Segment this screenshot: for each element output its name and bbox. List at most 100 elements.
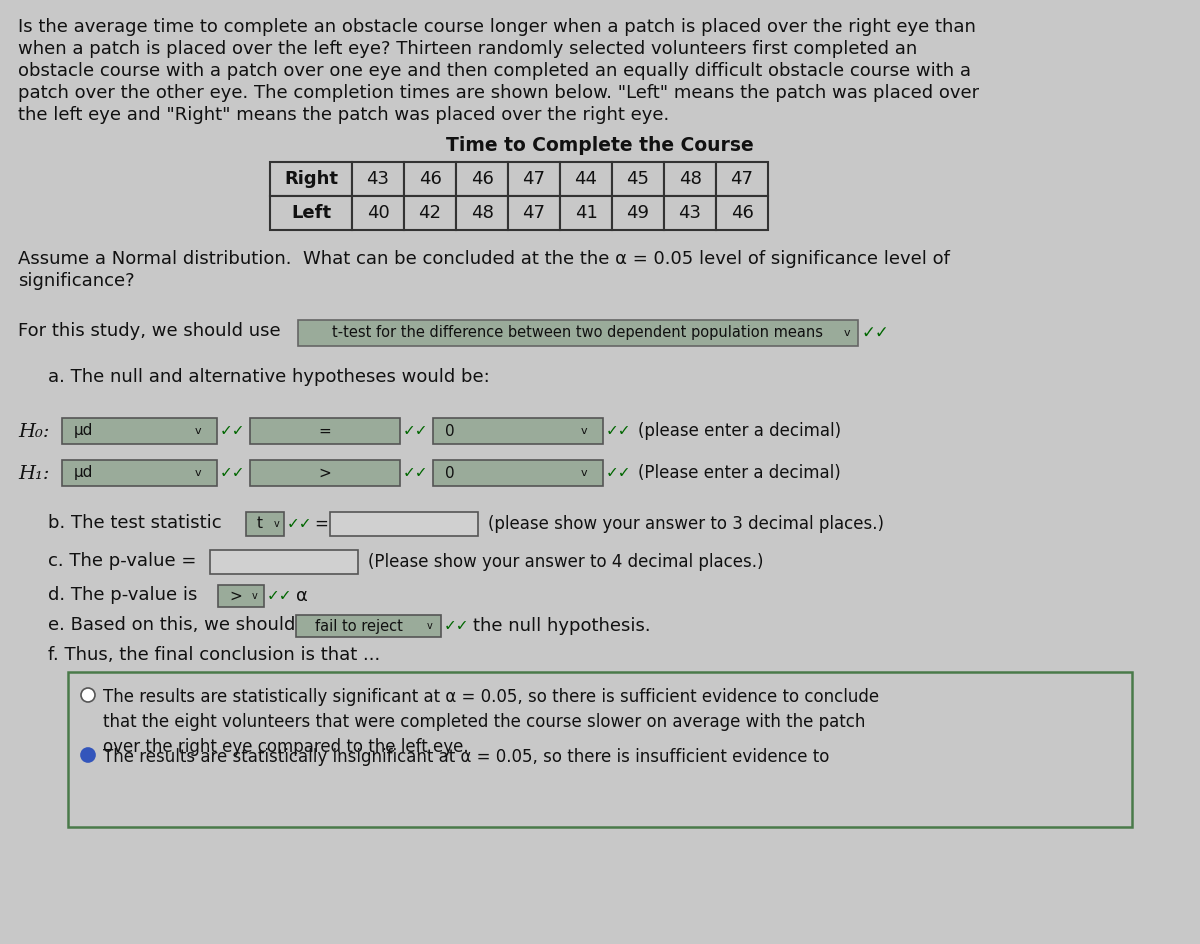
Text: b. The test statistic: b. The test statistic (48, 514, 222, 532)
Text: f. Thus, the final conclusion is that ...: f. Thus, the final conclusion is that ..… (48, 646, 380, 664)
Text: v: v (427, 621, 433, 631)
Text: Assume a Normal distribution.  What can be concluded at the the α = 0.05 level o: Assume a Normal distribution. What can b… (18, 250, 950, 268)
Text: 47: 47 (522, 170, 546, 188)
Text: H₀:: H₀: (18, 423, 49, 441)
Text: ✓✓: ✓✓ (862, 324, 889, 342)
Text: c. The p-value =: c. The p-value = (48, 552, 197, 570)
Text: (please show your answer to 3 decimal places.): (please show your answer to 3 decimal pl… (488, 515, 884, 533)
Text: ✓✓: ✓✓ (403, 424, 428, 439)
Text: patch over the other eye. The completion times are shown below. "Left" means the: patch over the other eye. The completion… (18, 84, 979, 102)
Bar (352, 162, 404, 196)
Circle shape (82, 688, 95, 702)
Bar (352, 196, 404, 230)
Text: The results are statistically significant at α = 0.05, so there is sufficient ev: The results are statistically significan… (103, 688, 880, 756)
Bar (270, 162, 352, 196)
Text: 0: 0 (445, 424, 455, 439)
Text: 47: 47 (731, 170, 754, 188)
Text: 46: 46 (419, 170, 442, 188)
Text: ✓✓: ✓✓ (403, 465, 428, 480)
Bar (210, 550, 358, 574)
Text: when a patch is placed over the left eye? Thirteen randomly selected volunteers : when a patch is placed over the left eye… (18, 40, 917, 58)
Text: (please enter a decimal): (please enter a decimal) (638, 422, 841, 440)
Bar (508, 196, 560, 230)
Text: v: v (844, 328, 851, 338)
Bar (330, 512, 478, 536)
Text: 45: 45 (626, 170, 649, 188)
Text: 40: 40 (367, 204, 389, 222)
Text: ✓✓: ✓✓ (606, 424, 631, 439)
Text: Right: Right (284, 170, 338, 188)
Text: 43: 43 (678, 204, 702, 222)
Text: ✓✓: ✓✓ (606, 465, 631, 480)
Text: =: = (319, 424, 331, 439)
Text: 0: 0 (445, 465, 455, 480)
Bar (716, 196, 768, 230)
Bar (508, 162, 560, 196)
Text: fail to reject: fail to reject (314, 618, 402, 633)
Text: 48: 48 (678, 170, 702, 188)
Text: H₁:: H₁: (18, 465, 49, 483)
Text: 41: 41 (575, 204, 598, 222)
Text: v: v (194, 426, 202, 436)
Text: d. The p-value is: d. The p-value is (48, 586, 197, 604)
Bar (612, 196, 664, 230)
Bar (270, 196, 352, 230)
Bar (250, 460, 400, 486)
Text: (Please show your answer to 4 decimal places.): (Please show your answer to 4 decimal pl… (368, 553, 763, 571)
Bar (298, 320, 858, 346)
Bar (62, 418, 217, 444)
Text: obstacle course with a patch over one eye and then completed an equally difficul: obstacle course with a patch over one ey… (18, 62, 971, 80)
Bar (296, 615, 442, 637)
Text: Is the average time to complete an obstacle course longer when a patch is placed: Is the average time to complete an obsta… (18, 18, 976, 36)
Text: α: α (296, 587, 308, 605)
Text: v: v (252, 591, 258, 601)
Bar (664, 162, 716, 196)
Bar (218, 585, 264, 607)
Text: ✓✓: ✓✓ (220, 465, 246, 480)
Text: For this study, we should use: For this study, we should use (18, 322, 281, 340)
Bar (433, 460, 604, 486)
Text: Time to Complete the Course: Time to Complete the Course (446, 136, 754, 155)
Text: >: > (229, 588, 242, 603)
Text: the left eye and "Right" means the patch was placed over the right eye.: the left eye and "Right" means the patch… (18, 106, 670, 124)
Text: >: > (319, 465, 331, 480)
Text: ✓✓: ✓✓ (287, 516, 312, 531)
Text: (Please enter a decimal): (Please enter a decimal) (638, 464, 841, 482)
Text: 44: 44 (575, 170, 598, 188)
Bar (68, 672, 1132, 827)
Text: the null hypothesis.: the null hypothesis. (473, 617, 650, 635)
Text: 46: 46 (470, 170, 493, 188)
Text: 48: 48 (470, 204, 493, 222)
Bar (612, 162, 664, 196)
Text: =: = (314, 515, 328, 533)
Bar (664, 196, 716, 230)
Text: 42: 42 (419, 204, 442, 222)
Text: ✓✓: ✓✓ (444, 618, 469, 633)
Text: 49: 49 (626, 204, 649, 222)
Text: v: v (581, 468, 588, 478)
Bar (404, 196, 456, 230)
Text: Left: Left (290, 204, 331, 222)
Bar (716, 162, 768, 196)
Text: t-test for the difference between two dependent population means: t-test for the difference between two de… (332, 326, 823, 341)
Text: t: t (257, 516, 263, 531)
Text: 47: 47 (522, 204, 546, 222)
Bar (62, 460, 217, 486)
Text: μd: μd (74, 424, 94, 439)
Bar (404, 162, 456, 196)
Text: v: v (194, 468, 202, 478)
Bar (250, 418, 400, 444)
Bar (456, 162, 508, 196)
Bar (246, 512, 284, 536)
Bar (433, 418, 604, 444)
Text: a. The null and alternative hypotheses would be:: a. The null and alternative hypotheses w… (48, 368, 490, 386)
Text: significance?: significance? (18, 272, 134, 290)
Circle shape (82, 748, 95, 762)
Text: ✓✓: ✓✓ (220, 424, 246, 439)
Text: 46: 46 (731, 204, 754, 222)
Text: The results are statistically insignificant at α = 0.05, so there is insufficien: The results are statistically insignific… (103, 748, 829, 766)
Text: e. Based on this, we should: e. Based on this, we should (48, 616, 295, 634)
Bar (456, 196, 508, 230)
Bar (560, 196, 612, 230)
Bar (560, 162, 612, 196)
